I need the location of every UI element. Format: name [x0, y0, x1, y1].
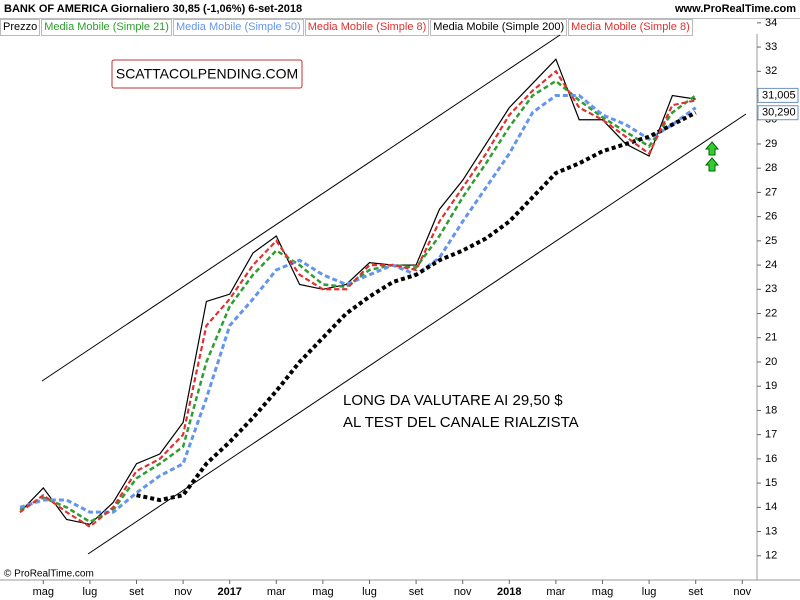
series-line — [136, 110, 697, 503]
series-line — [19, 69, 696, 528]
series-line — [19, 79, 697, 524]
y-tick-label: 18 — [765, 404, 777, 416]
arrow-icons — [704, 141, 720, 172]
x-tick-label: 2018 — [497, 586, 521, 598]
footer: © ProRealTime.com — [4, 569, 94, 580]
last-value-label: 30,290 — [762, 107, 796, 119]
x-tick-label: lug — [83, 586, 98, 598]
y-tick-label: 19 — [765, 380, 777, 392]
y-tick-label: 15 — [765, 477, 777, 489]
y-tick-label: 22 — [765, 307, 777, 319]
y-tick-label: 34 — [765, 17, 777, 29]
y-tick-label: 26 — [765, 211, 777, 223]
channel-lower — [87, 113, 747, 555]
y-tick-label: 12 — [765, 550, 777, 562]
last-value-label: 31,005 — [762, 89, 796, 101]
y-tick-label: 16 — [765, 453, 777, 465]
header: BANK OF AMERICA Giornaliero 30,85 (-1,06… — [0, 0, 800, 19]
x-tick-label: mag — [312, 586, 333, 598]
series-line — [19, 58, 696, 525]
y-tick-label: 17 — [765, 429, 777, 441]
watermark-box — [111, 59, 303, 89]
y-tick-label: 27 — [765, 186, 777, 198]
x-tick-label: mag — [33, 586, 54, 598]
legend-entry: Media Mobile (Simple 50) — [172, 19, 304, 36]
y-tick-label: 13 — [765, 525, 777, 537]
x-tick-label: lug — [362, 586, 377, 598]
legend-entry: Media Mobile (Simple 8) — [568, 19, 693, 36]
legend-entry: Prezzo — [0, 19, 41, 36]
x-tick-label: set — [129, 586, 144, 598]
watermark: SCATTACOLPENDING.COM — [116, 66, 298, 82]
y-tick-label: 32 — [765, 65, 777, 77]
x-tick-label: 2017 — [217, 586, 241, 598]
y-tick-label: 33 — [765, 41, 777, 53]
x-tick-label: nov — [454, 586, 472, 598]
x-tick-label: lug — [642, 586, 657, 598]
channel-upper — [41, 34, 561, 382]
x-tick-label: mar — [546, 586, 565, 598]
x-tick-label: set — [688, 586, 703, 598]
series-line — [19, 94, 697, 514]
x-tick-label: nov — [733, 586, 751, 598]
x-tick-label: set — [409, 586, 424, 598]
series-line — [19, 69, 696, 528]
source: www.ProRealTime.com — [674, 3, 796, 15]
y-tick-label: 23 — [765, 283, 777, 295]
title: BANK OF AMERICA Giornaliero 30,85 (-1,06… — [4, 3, 303, 15]
last-value-box — [757, 87, 799, 103]
legend-entry: Media Mobile (Simple 8) — [304, 19, 430, 36]
y-tick-label: 28 — [765, 162, 777, 174]
y-tick-label: 20 — [765, 356, 777, 368]
x-tick-label: mag — [592, 586, 613, 598]
y-tick-label: 25 — [765, 235, 777, 247]
y-tick-label: 24 — [765, 259, 777, 271]
y-tick-label: 21 — [765, 332, 777, 344]
y-tick-label: 14 — [765, 501, 777, 513]
last-value-box — [757, 105, 799, 121]
annotation: LONG DA VALUTARE AI 29,50 $ — [343, 392, 563, 409]
legend-entry: Media Mobile (Simple 21) — [41, 19, 172, 36]
y-tick-label: 29 — [765, 138, 777, 150]
legend-entry: Media Mobile (Simple 200) — [430, 19, 568, 36]
annotation: AL TEST DEL CANALE RIALZISTA — [343, 414, 579, 431]
legend: Prezzo Media Mobile (Simple 21) Media Mobi… — [0, 19, 694, 36]
x-tick-label: mar — [267, 586, 286, 598]
x-tick-label: nov — [174, 586, 192, 598]
